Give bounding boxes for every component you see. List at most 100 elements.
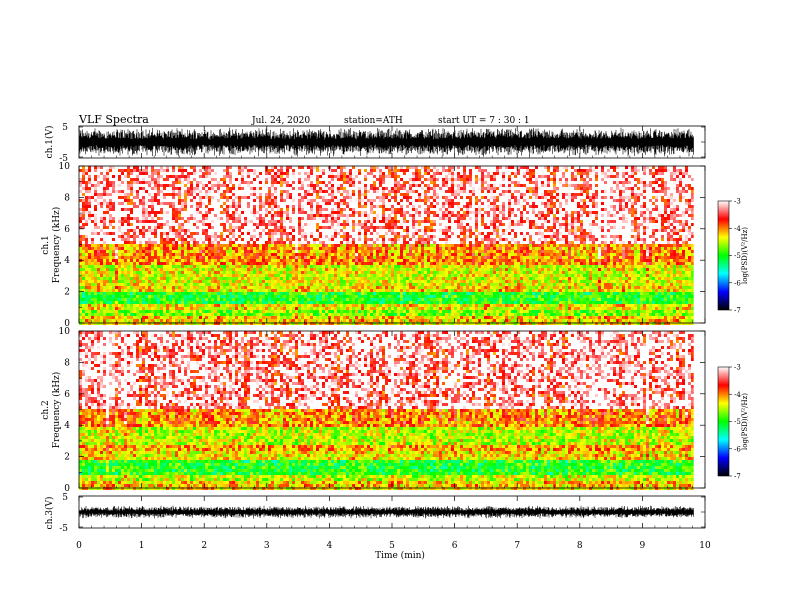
spectrogram-cell — [325, 169, 328, 172]
spectrogram-cell — [187, 241, 190, 244]
spectrogram-cell — [130, 211, 133, 214]
spectrogram-cell — [358, 226, 361, 229]
spectrogram-cell — [127, 205, 130, 208]
spectrogram-cell — [334, 277, 337, 280]
spectrogram-cell — [130, 268, 133, 271]
spectrogram-cell — [337, 223, 340, 226]
spectrogram-cell — [343, 298, 346, 301]
spectrogram-cell — [196, 265, 199, 268]
spectrogram-cell — [301, 172, 304, 175]
spectrogram-cell — [202, 286, 205, 289]
spectrogram-cell — [349, 226, 352, 229]
spectrogram-cell — [283, 178, 286, 181]
spectrogram-cell — [220, 313, 223, 316]
spectrogram-cell — [127, 310, 130, 313]
spectrogram-cell — [199, 316, 202, 319]
spectrogram-cell — [340, 208, 343, 211]
spectrogram-cell — [262, 262, 265, 265]
spectrogram-cell — [253, 253, 256, 256]
spectrogram-cell — [121, 280, 124, 283]
spectrogram-cell — [139, 190, 142, 193]
spectrogram-cell — [190, 256, 193, 259]
spectrogram-cell — [139, 238, 142, 241]
spectrogram-cell — [163, 196, 166, 199]
spectrogram-cell — [190, 232, 193, 235]
spectrogram-cell — [211, 310, 214, 313]
spectrogram-cell — [232, 307, 235, 310]
spectrogram-cell — [151, 172, 154, 175]
spectrogram-cell — [280, 205, 283, 208]
spectrogram-cell — [136, 316, 139, 319]
spectrogram-cell — [121, 286, 124, 289]
spectrogram-cell — [211, 238, 214, 241]
spectrogram-cell — [79, 169, 82, 172]
spectrogram-cell — [208, 262, 211, 265]
spectrogram-cell — [91, 190, 94, 193]
spectrogram-cell — [205, 226, 208, 229]
spectrogram-cell — [109, 232, 112, 235]
spectrogram-cell — [124, 286, 127, 289]
spectrogram-cell — [337, 202, 340, 205]
spectrogram-cell — [217, 256, 220, 259]
spectrogram-cell — [223, 286, 226, 289]
spectrogram-cell — [88, 310, 91, 313]
spectrogram-cell — [106, 178, 109, 181]
spectrogram-cell — [262, 304, 265, 307]
spectrogram-cell — [274, 247, 277, 250]
spectrogram-cell — [340, 184, 343, 187]
spectrogram-cell — [124, 205, 127, 208]
spectrogram-cell — [289, 214, 292, 217]
spectrogram-cell — [313, 286, 316, 289]
spectrogram-cell — [124, 304, 127, 307]
spectrogram-cell — [232, 289, 235, 292]
spectrogram-cell — [325, 229, 328, 232]
spectrogram-cell — [226, 238, 229, 241]
spectrogram-cell — [307, 316, 310, 319]
spectrogram-cell — [358, 250, 361, 253]
spectrogram-cell — [232, 229, 235, 232]
spectrogram-cell — [235, 310, 238, 313]
spectrogram-cell — [85, 235, 88, 238]
spectrogram-cell — [184, 223, 187, 226]
spectrogram-cell — [193, 286, 196, 289]
spectrogram-cell — [358, 259, 361, 262]
spectrogram-cell — [232, 235, 235, 238]
spectrogram-cell — [103, 211, 106, 214]
spectrogram-cell — [331, 211, 334, 214]
spectrogram-cell — [340, 229, 343, 232]
spectrogram-cell — [106, 169, 109, 172]
spectrogram-cell — [298, 259, 301, 262]
spectrogram-cell — [160, 307, 163, 310]
spectrogram-cell — [304, 184, 307, 187]
spectrogram-cell — [277, 220, 280, 223]
spectrogram-cell — [190, 280, 193, 283]
spectrogram-cell — [298, 205, 301, 208]
spectrogram-cell — [112, 253, 115, 256]
spectrogram-cell — [127, 283, 130, 286]
spectrogram-cell — [193, 190, 196, 193]
spectrogram-cell — [85, 313, 88, 316]
spectrogram-cell — [88, 187, 91, 190]
spectrogram-cell — [322, 211, 325, 214]
spectrogram-cell — [271, 286, 274, 289]
spectrogram-cell — [241, 229, 244, 232]
spectrogram-cell — [322, 322, 325, 325]
spectrogram-cell — [166, 298, 169, 301]
spectrogram-cell — [205, 313, 208, 316]
spectrogram-cell — [307, 199, 310, 202]
spectrogram-cell — [130, 196, 133, 199]
spectrogram-cell — [193, 232, 196, 235]
spectrogram-cell — [310, 295, 313, 298]
spectrogram-cell — [139, 184, 142, 187]
spectrogram-cell — [142, 265, 145, 268]
spectrogram-cell — [205, 283, 208, 286]
spectrogram-cell — [328, 187, 331, 190]
spectrogram-cell — [271, 319, 274, 322]
spectrogram-cell — [79, 166, 82, 169]
spectrogram-cell — [337, 232, 340, 235]
spectrogram-cell — [142, 256, 145, 259]
spectrogram-cell — [187, 310, 190, 313]
spectrogram-cell — [235, 316, 238, 319]
spectrogram-cell — [211, 265, 214, 268]
spectrogram-cell — [97, 196, 100, 199]
